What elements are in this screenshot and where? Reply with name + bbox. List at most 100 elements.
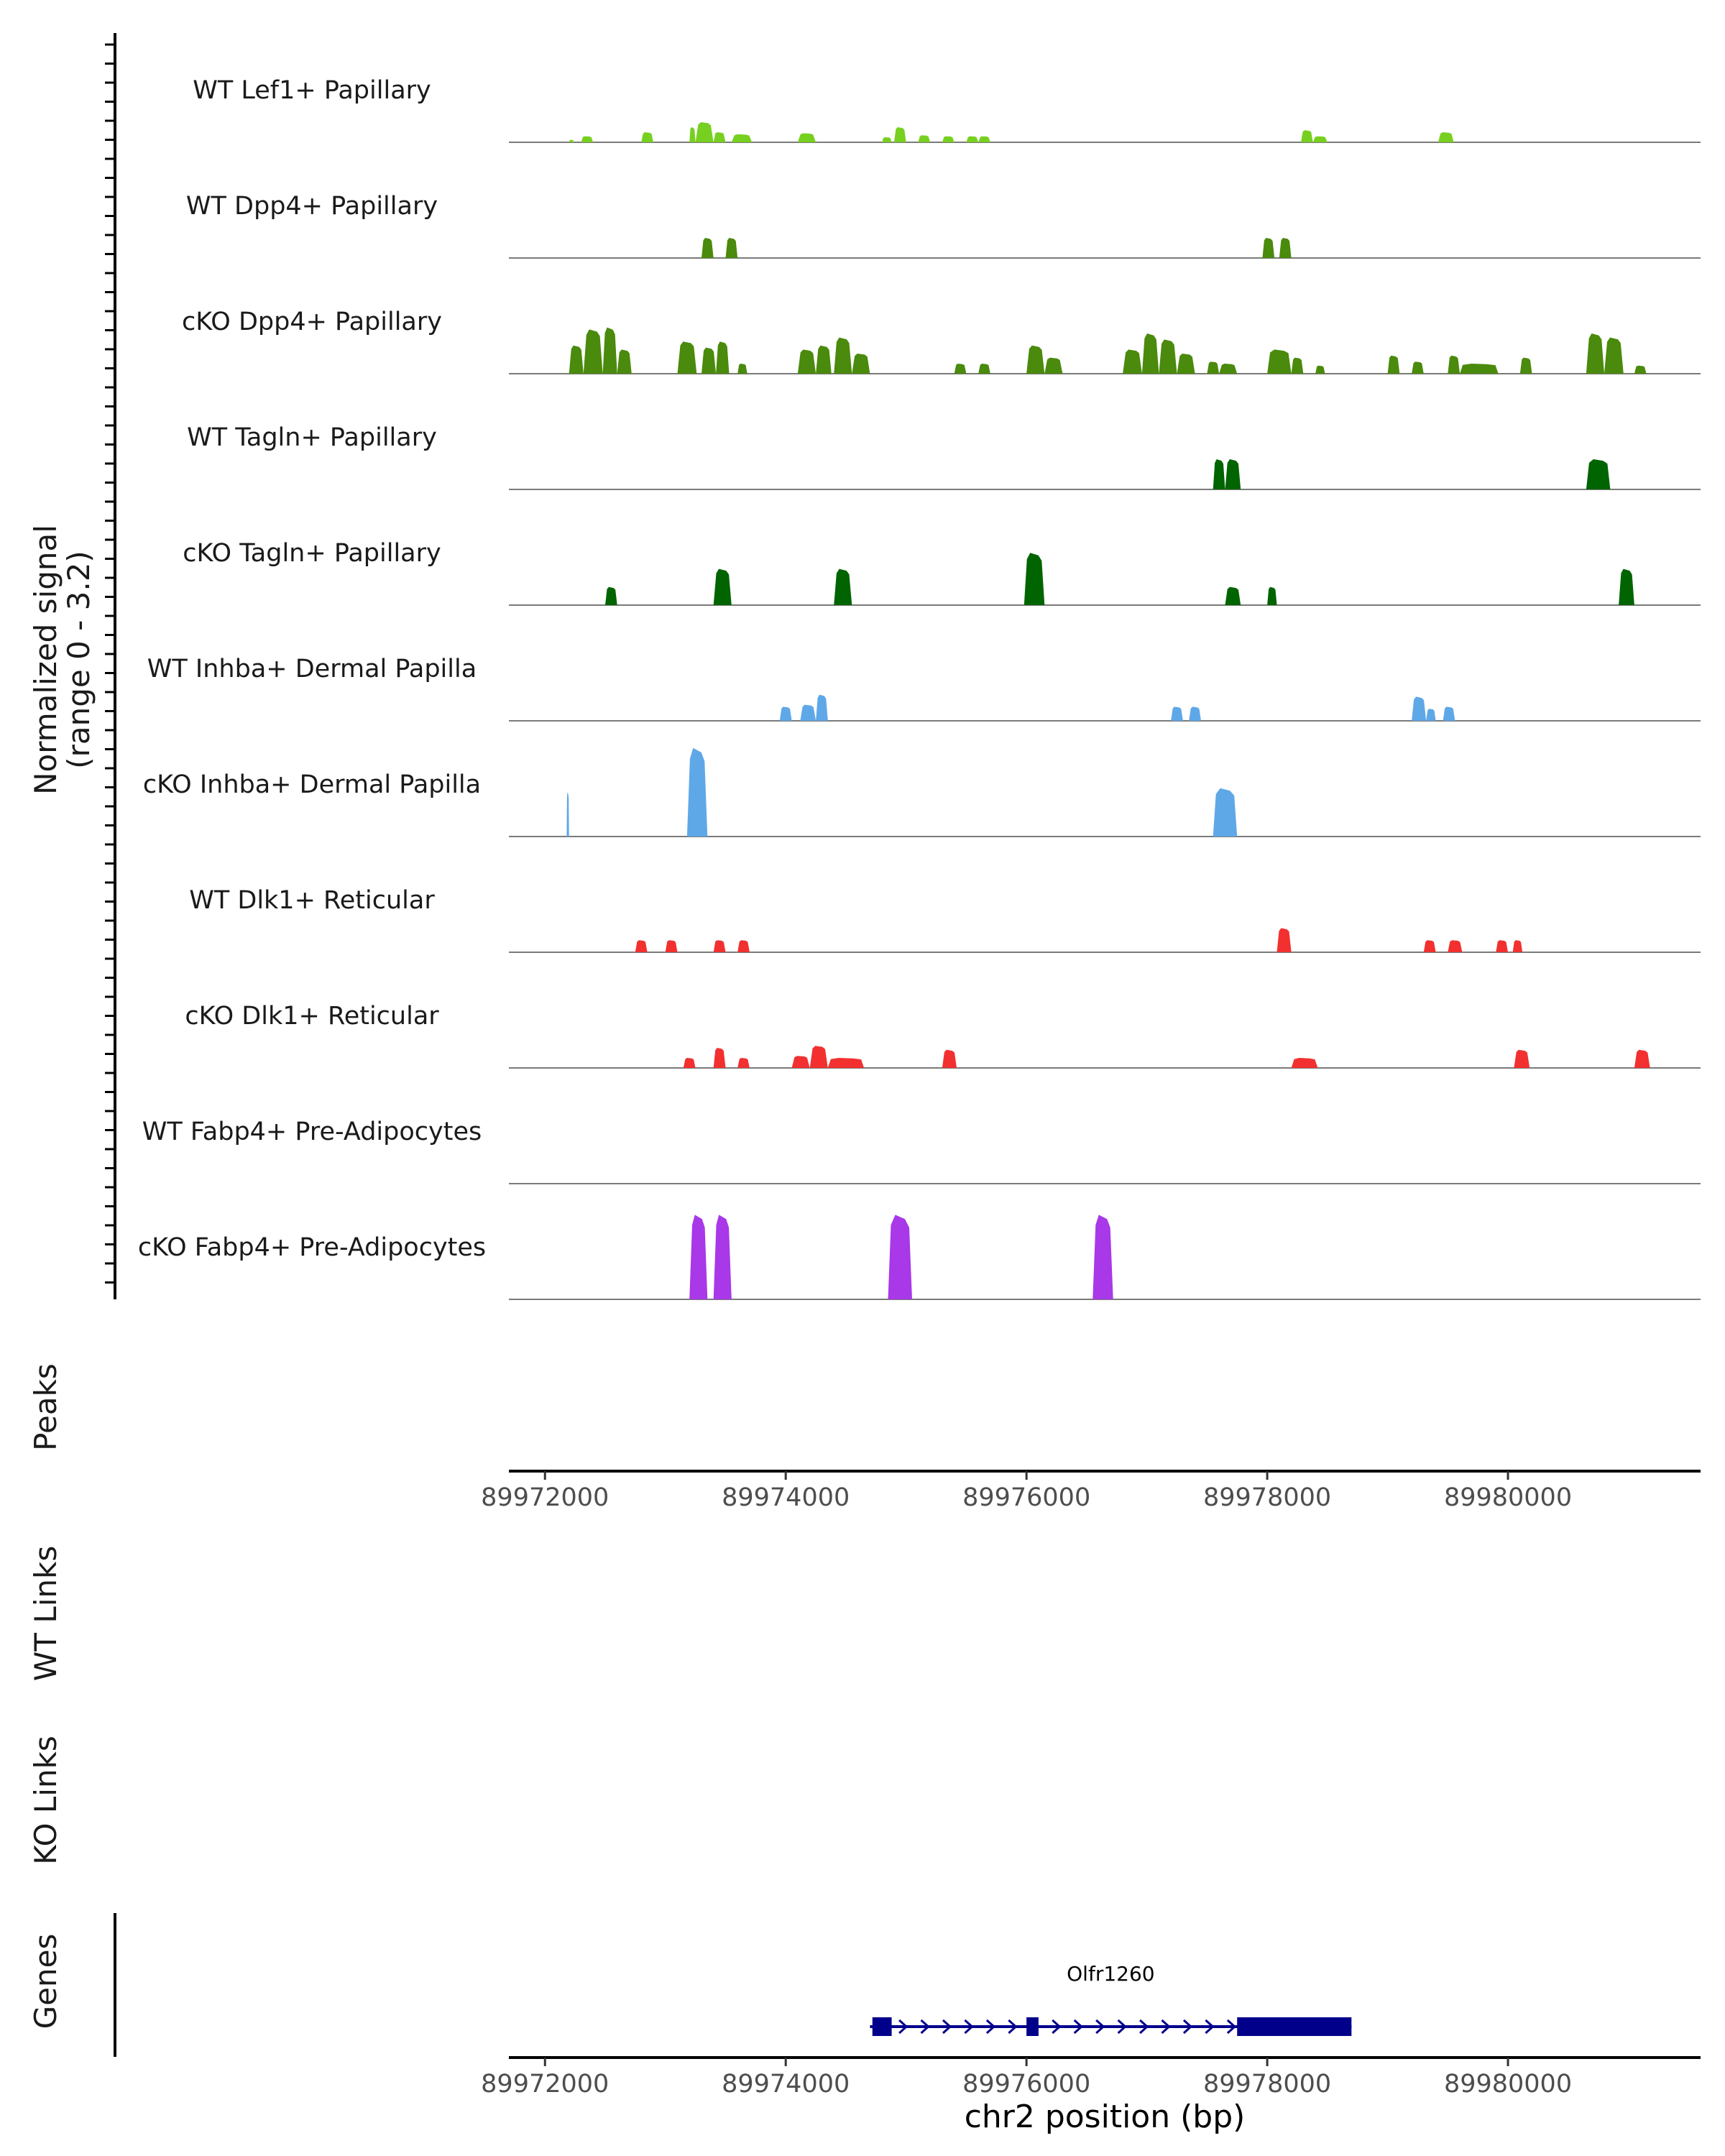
track-label: WT Dlk1+ Reticular	[189, 886, 435, 915]
signal-peak	[641, 132, 653, 142]
x-tick-label: 89976000	[962, 1483, 1090, 1512]
signal-peak	[1177, 354, 1195, 374]
signal-peak	[954, 364, 967, 374]
track: cKO Dpp4+ Papillary	[182, 308, 1701, 374]
x-tick-label: 89974000	[722, 1483, 850, 1512]
signal-peak	[1026, 345, 1045, 374]
signal-peak	[816, 345, 832, 374]
strand-arrow	[1008, 2019, 1018, 2035]
track-label: cKO Dlk1+ Reticular	[185, 1002, 439, 1031]
signal-peak	[1412, 361, 1424, 374]
signal-peak	[1225, 459, 1241, 489]
signal-peak	[882, 137, 892, 142]
track: WT Tagln+ Papillary	[187, 423, 1701, 490]
ko-links-panel-label: KO Links	[28, 1736, 63, 1865]
signal-peak	[827, 1058, 865, 1068]
track-y-axis-ticks	[105, 43, 115, 1284]
signal-peak	[1267, 586, 1277, 605]
signal-peak	[1123, 349, 1142, 374]
x-tick-label: 89972000	[481, 1483, 609, 1512]
track: WT Fabp4+ Pre-Adipocytes	[142, 1118, 1701, 1184]
signal-peak	[617, 349, 632, 374]
signal-peak	[1267, 349, 1292, 374]
signal-peak	[1159, 339, 1177, 374]
signal-peak	[1443, 706, 1455, 721]
signal-peak	[566, 792, 569, 837]
strand-arrow	[942, 2019, 952, 2035]
signal-peak	[702, 238, 714, 258]
signal-peak	[1024, 553, 1045, 605]
signal-peak	[1301, 130, 1313, 142]
signal-peak	[1586, 459, 1611, 489]
signal-peak	[1460, 364, 1499, 374]
signal-peak	[797, 133, 816, 142]
signal-peak	[713, 132, 726, 142]
genes-x-axis-ticks: 89972000 89974000 89976000 89978000 89980000	[481, 2058, 1572, 2099]
signal-peak	[1213, 459, 1225, 489]
track-label: cKO Tagln+ Papillary	[183, 539, 441, 568]
strand-arrow	[964, 2019, 974, 2035]
strand-arrow	[985, 2019, 996, 2035]
track: cKO Inhba+ Dermal Papilla	[143, 747, 1701, 837]
track-label: WT Lef1+ Papillary	[193, 76, 431, 105]
signal-peak	[1276, 928, 1292, 952]
signal-peak	[1207, 361, 1220, 374]
signal-peak	[581, 136, 594, 142]
track-label: WT Fabp4+ Pre-Adipocytes	[142, 1118, 482, 1146]
signal-peak	[1426, 709, 1436, 721]
strand-arrow	[898, 2019, 908, 2035]
signal-peak	[978, 364, 990, 374]
x-tick-label: 89980000	[1444, 2070, 1572, 2099]
signal-peak	[942, 136, 954, 142]
track: WT Dlk1+ Reticular	[189, 886, 1701, 953]
track: cKO Fabp4+ Pre-Adipocytes	[138, 1215, 1701, 1300]
signal-peak	[725, 238, 738, 258]
signal-peak	[569, 345, 584, 374]
track-label: cKO Inhba+ Dermal Papilla	[143, 770, 481, 799]
strand-arrow	[1182, 2019, 1193, 2035]
signal-peak	[737, 940, 750, 952]
signal-peak	[677, 341, 697, 374]
x-tick-label: 89978000	[1203, 1483, 1331, 1512]
signal-peak	[1634, 1049, 1650, 1068]
signal-peak	[702, 347, 717, 374]
signal-peak	[713, 1048, 726, 1068]
signal-peak	[1092, 1215, 1113, 1299]
signal-peak	[1412, 696, 1427, 721]
signal-peak	[737, 364, 748, 374]
signal-peak	[1438, 132, 1454, 142]
track-label: WT Dpp4+ Papillary	[186, 192, 438, 221]
strand-arrow	[1095, 2019, 1105, 2035]
strand-arrow	[1205, 2019, 1215, 2035]
track-label: WT Tagln+ Papillary	[187, 423, 437, 452]
strand-arrow	[1073, 2019, 1083, 2035]
signal-peak	[583, 329, 603, 374]
signal-peak	[797, 349, 816, 374]
signal-peak	[635, 940, 648, 952]
x-tick-label: 89974000	[722, 2070, 850, 2099]
signal-peak	[834, 337, 852, 374]
strand-arrow	[1052, 2019, 1062, 2035]
signal-peak	[1448, 355, 1460, 374]
signal-peak	[1604, 337, 1624, 374]
signal-peak	[1448, 940, 1463, 952]
signal-peak	[695, 122, 714, 142]
signal-peak	[1044, 357, 1063, 374]
gene-exon	[872, 2017, 892, 2036]
signal-peak	[1225, 586, 1241, 605]
signal-peak	[1496, 940, 1508, 952]
genes-panel-label: Genes	[28, 1934, 63, 2030]
signal-peak	[713, 940, 726, 952]
gene-model: Olfr1260	[870, 1962, 1352, 2036]
strand-arrow	[920, 2019, 930, 2035]
coverage-tracks: WT Lef1+ Papillary WT Dpp4+ Papillary cKO …	[138, 76, 1701, 1300]
track-label: cKO Dpp4+ Papillary	[182, 308, 442, 336]
track: cKO Tagln+ Papillary	[183, 539, 1701, 606]
signal-peak	[834, 568, 852, 605]
signal-peak	[1189, 706, 1201, 721]
strand-arrow	[1161, 2019, 1171, 2035]
signal-peak	[1279, 238, 1292, 258]
x-axis-title: chr2 position (bp)	[965, 2099, 1246, 2135]
signal-peak	[1519, 357, 1532, 374]
